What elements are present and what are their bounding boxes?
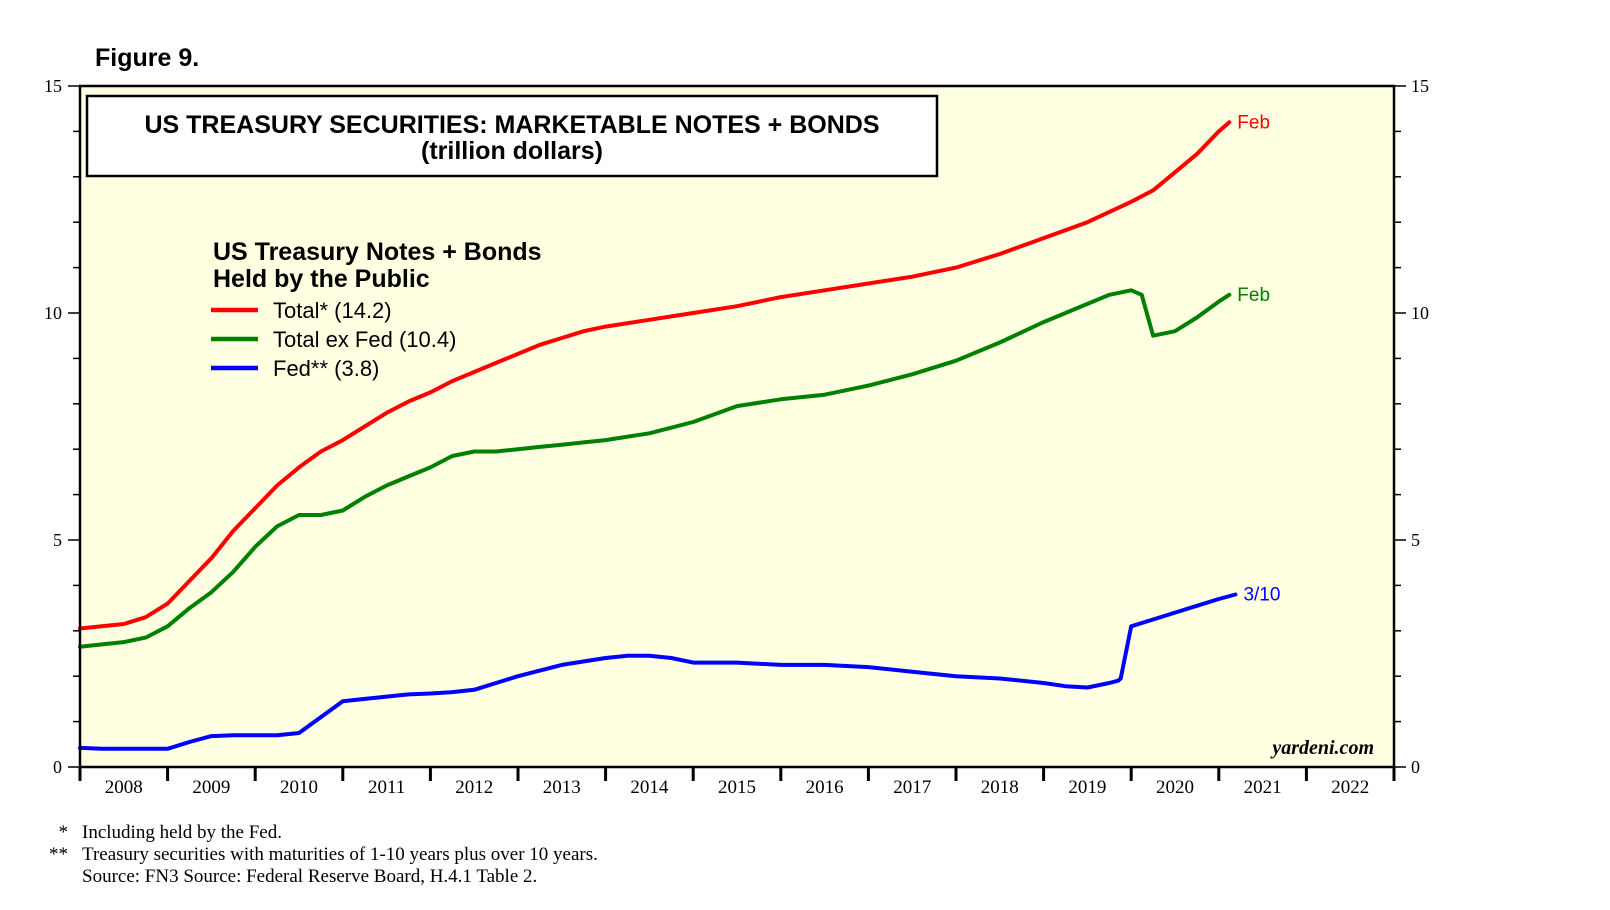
- figure-label: Figure 9.: [95, 44, 200, 72]
- x-tick-label: 2013: [543, 777, 581, 798]
- series-layer: Feb Feb 3/10: [78, 112, 1280, 751]
- chart-subtitle: (trillion dollars): [421, 137, 603, 165]
- plot-frame: [78, 84, 1396, 769]
- title-box: US TREASURY SECURITIES: MARKETABLE NOTES…: [85, 94, 939, 178]
- y-tick-label-right: 0: [1411, 757, 1420, 777]
- x-tick-label: 2015: [718, 777, 756, 798]
- legend-title-1: US Treasury Notes + Bonds: [213, 238, 542, 266]
- y-tick-label-right: 15: [1411, 76, 1429, 96]
- x-tick-label: 2019: [1068, 777, 1106, 798]
- footnote-text: Including held by the Fed.: [82, 822, 282, 843]
- footnote-text: Treasury securities with maturities of 1…: [82, 844, 598, 865]
- legend-label-1: Total ex Fed (10.4): [273, 327, 456, 352]
- series-end-label-1: Feb: [1237, 285, 1270, 306]
- chart-title: US TREASURY SECURITIES: MARKETABLE NOTES…: [144, 111, 879, 139]
- series-line-1: [78, 288, 1232, 649]
- footnote-mark: *: [58, 822, 69, 843]
- legend-label-2: Fed** (3.8): [273, 356, 379, 381]
- x-tick-label: 2016: [806, 777, 844, 798]
- footnote-2: Source: FN3 Source: Federal Reserve Boar…: [44, 866, 598, 888]
- watermark: yardeni.com: [1270, 737, 1374, 759]
- x-tick-label: 2011: [368, 777, 405, 798]
- y-tick-label-right: 10: [1411, 303, 1429, 323]
- y-tick-label-left: 10: [44, 303, 62, 323]
- x-tick-label: 2022: [1331, 777, 1369, 798]
- series-line-2: [78, 592, 1238, 751]
- series-line-0: [78, 120, 1232, 631]
- footnote-mark: **: [49, 844, 68, 865]
- y-tick-label-left: 5: [53, 530, 62, 550]
- legend-title-2: Held by the Public: [213, 265, 430, 293]
- y-tick-label-left: 0: [53, 757, 62, 777]
- footnote-text: Source: FN3 Source: Federal Reserve Boar…: [82, 866, 538, 887]
- x-tick-label: 2021: [1244, 777, 1282, 798]
- footnotes: * Including held by the Fed. ** Treasury se…: [44, 822, 598, 888]
- x-tick-label: 2008: [105, 777, 143, 798]
- x-tick-label: 2014: [630, 777, 669, 798]
- legend-label-0: Total* (14.2): [273, 298, 392, 323]
- x-tick-label: 2010: [280, 777, 318, 798]
- x-tick-label: 2009: [192, 777, 230, 798]
- x-tick-label: 2017: [893, 777, 931, 798]
- series-end-label-2: 3/10: [1243, 584, 1280, 605]
- x-tick-label: 2018: [981, 777, 1019, 798]
- plot-background: [80, 86, 1394, 767]
- footnote-1: ** Treasury securities with maturities of…: [44, 844, 598, 866]
- series-end-label-0: Feb: [1237, 112, 1270, 133]
- legend: US Treasury Notes + Bonds Held by the Pu…: [211, 238, 542, 381]
- y-tick-label-right: 5: [1411, 530, 1420, 550]
- axis-ticks: 0 0 5 5 10 10 15 15 2008 2009 2010 2011 2012 2013 2014…: [44, 76, 1429, 798]
- x-tick-label: 2020: [1156, 777, 1194, 798]
- x-tick-label: 2012: [455, 777, 493, 798]
- y-tick-label-left: 15: [44, 76, 62, 96]
- footnote-0: * Including held by the Fed.: [44, 822, 598, 844]
- footnote-mark: [44, 866, 82, 888]
